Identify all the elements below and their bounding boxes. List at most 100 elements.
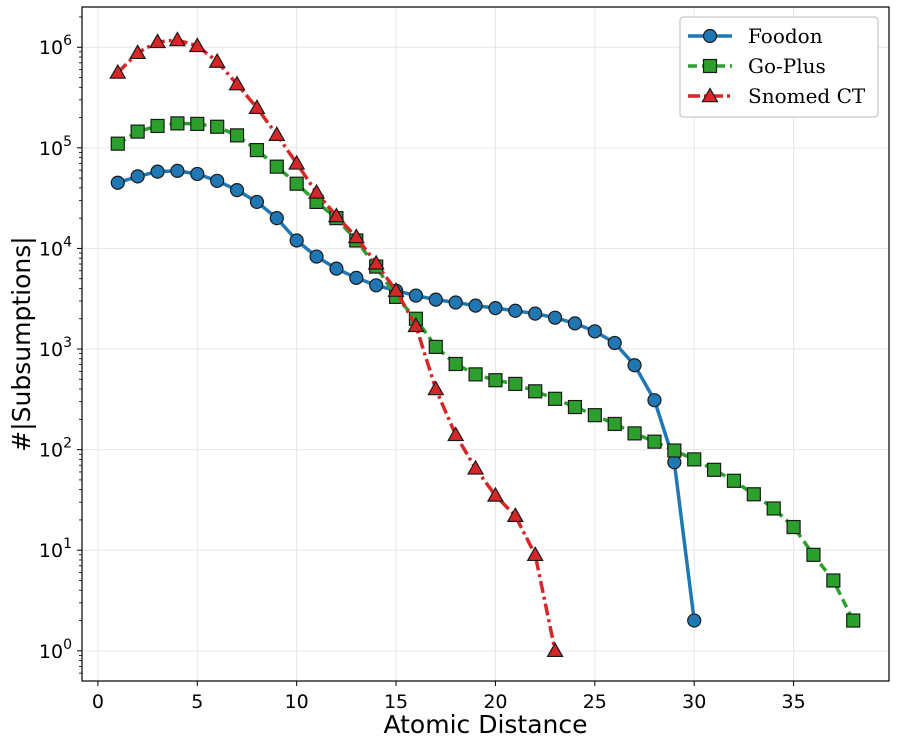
data-point-foodon xyxy=(488,301,503,316)
y-tick-label: 106 xyxy=(39,33,72,59)
data-point-snomed-ct xyxy=(308,183,326,199)
legend-label: Go-Plus xyxy=(748,54,826,78)
data-point-foodon xyxy=(687,613,702,628)
x-axis-title: Atomic Distance xyxy=(383,710,587,739)
data-point-foodon xyxy=(229,183,245,198)
data-point-go-plus xyxy=(110,136,125,151)
data-point-go-plus xyxy=(766,501,781,516)
x-tick-label: 20 xyxy=(483,691,507,713)
data-point-go-plus xyxy=(170,116,185,131)
data-point-foodon xyxy=(269,211,284,226)
data-point-foodon xyxy=(607,335,622,351)
data-point-go-plus xyxy=(607,416,622,432)
data-point-snomed-ct xyxy=(407,317,425,333)
data-point-snomed-ct xyxy=(208,52,226,68)
data-point-foodon xyxy=(210,173,225,188)
data-point-snomed-ct xyxy=(288,154,306,170)
data-point-go-plus xyxy=(528,384,543,399)
x-tick-label: 35 xyxy=(781,691,805,713)
data-point-go-plus xyxy=(667,443,682,458)
plot-frame xyxy=(81,6,890,682)
data-point-go-plus xyxy=(190,116,205,131)
ticks: 0 5 10 15 20 25 30 35 100 101 102 103 104 105 106 xyxy=(39,16,806,713)
series-layer xyxy=(109,31,861,658)
legend: Foodon Go-Plus Snomed CT xyxy=(679,16,879,118)
legend-box xyxy=(679,16,879,118)
x-tick-label: 30 xyxy=(682,691,706,713)
data-point-foodon xyxy=(408,288,424,303)
data-point-snomed-ct xyxy=(168,31,186,47)
data-point-snomed-ct xyxy=(467,459,485,475)
data-point-snomed-ct xyxy=(387,281,405,297)
data-point-foodon xyxy=(448,295,463,310)
legend-marker xyxy=(701,87,719,103)
data-point-snomed-ct xyxy=(447,426,465,442)
data-point-go-plus xyxy=(269,159,284,174)
data-point-go-plus xyxy=(846,613,861,628)
data-point-snomed-ct xyxy=(486,486,504,502)
data-point-snomed-ct xyxy=(526,546,544,562)
data-point-go-plus xyxy=(448,356,463,372)
x-tick-label: 5 xyxy=(191,691,203,713)
data-point-go-plus xyxy=(488,373,503,388)
data-point-foodon xyxy=(508,303,523,318)
data-point-foodon xyxy=(190,166,205,182)
data-point-foodon xyxy=(329,261,344,276)
data-point-foodon xyxy=(170,163,185,178)
data-point-foodon xyxy=(110,175,125,190)
data-point-go-plus xyxy=(587,408,602,423)
data-point-go-plus xyxy=(647,434,662,449)
data-point-go-plus xyxy=(229,128,245,143)
x-tick-label: 0 xyxy=(92,691,104,713)
data-point-go-plus xyxy=(826,573,841,588)
data-point-go-plus xyxy=(786,519,801,535)
y-axis-title: #|Subsumptions| xyxy=(7,236,36,451)
data-point-go-plus xyxy=(687,452,702,467)
data-point-snomed-ct xyxy=(347,228,365,244)
data-point-go-plus xyxy=(468,367,483,382)
data-point-foodon xyxy=(667,455,682,470)
data-point-foodon xyxy=(150,164,165,179)
series-go-plus xyxy=(110,116,861,628)
data-point-foodon xyxy=(130,169,145,184)
data-point-foodon xyxy=(249,194,265,210)
legend-label: Snomed CT xyxy=(748,84,866,108)
data-point-snomed-ct xyxy=(188,37,206,53)
data-point-snomed-ct xyxy=(427,380,445,396)
data-point-foodon xyxy=(289,233,304,248)
data-point-foodon xyxy=(627,358,642,373)
legend-item-snomed-ct: Snomed CT xyxy=(688,84,866,108)
data-point-snomed-ct xyxy=(129,44,147,60)
data-point-foodon xyxy=(528,306,543,321)
data-point-snomed-ct xyxy=(248,99,266,115)
y-tick-label: 104 xyxy=(39,234,72,260)
data-point-foodon xyxy=(428,292,443,307)
x-tick-label: 15 xyxy=(384,691,408,713)
data-point-go-plus xyxy=(547,391,563,406)
data-point-go-plus xyxy=(726,473,742,488)
data-point-foodon xyxy=(309,249,324,264)
data-point-go-plus xyxy=(150,118,165,134)
data-point-foodon xyxy=(369,278,384,293)
data-point-go-plus xyxy=(289,176,304,191)
data-point-go-plus xyxy=(627,426,642,441)
y-tick-label: 102 xyxy=(39,436,72,462)
legend-marker xyxy=(702,28,718,44)
legend-item-foodon: Foodon xyxy=(688,24,823,48)
y-tick-label: 101 xyxy=(39,536,72,562)
legend-item-go-plus: Go-Plus xyxy=(688,54,826,78)
series-line-go-plus xyxy=(116,121,855,622)
data-point-foodon xyxy=(587,324,602,339)
data-point-foodon xyxy=(468,298,483,313)
data-point-snomed-ct xyxy=(109,63,127,79)
data-point-go-plus xyxy=(706,462,722,477)
data-point-snomed-ct xyxy=(546,642,564,658)
series-line-foodon xyxy=(117,169,696,621)
series-foodon xyxy=(110,163,702,628)
data-point-foodon xyxy=(647,393,662,408)
y-tick-label: 103 xyxy=(39,335,72,361)
data-point-snomed-ct xyxy=(228,75,246,91)
data-point-snomed-ct xyxy=(367,254,385,270)
data-point-snomed-ct xyxy=(268,126,286,141)
